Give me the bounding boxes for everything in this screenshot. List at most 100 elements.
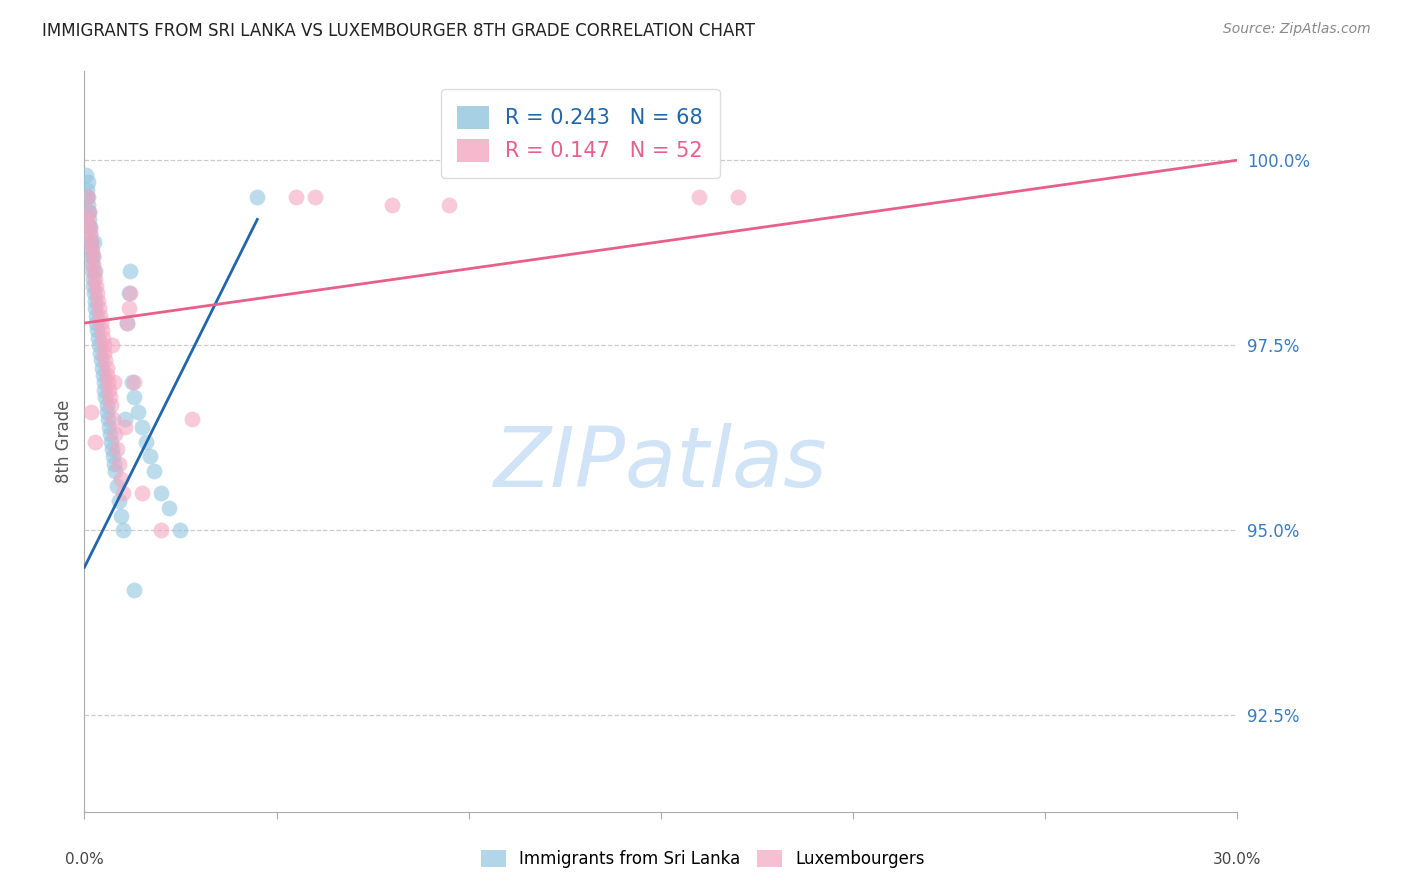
Point (84, 279, 107, 293)
Point (82, 279, 104, 293)
Point (77, 205, 100, 219)
Point (103, 450, 124, 464)
Point (124, 582, 146, 597)
Point (97, 376, 120, 390)
Point (97, 412, 120, 426)
Point (157, 501, 180, 516)
Point (83, 286, 105, 301)
Point (121, 376, 143, 390)
Point (100, 427, 122, 442)
Point (103, 412, 124, 426)
Point (84, 301, 107, 316)
Point (76, 212, 98, 227)
Point (79, 219, 101, 234)
Point (100, 434, 122, 449)
Point (90, 360, 112, 375)
Point (96, 398, 118, 412)
Point (79, 227, 101, 242)
Text: Source: ZipAtlas.com: Source: ZipAtlas.com (1223, 22, 1371, 37)
Point (114, 419, 136, 434)
Point (114, 412, 136, 426)
Point (91, 368, 114, 382)
Point (87, 331, 110, 345)
Point (83, 264, 105, 278)
Point (84, 316, 107, 330)
Point (105, 479, 128, 493)
Point (131, 419, 153, 434)
Point (82, 271, 104, 285)
Point (127, 405, 149, 419)
Point (110, 508, 132, 523)
Point (138, 450, 160, 464)
Point (93, 345, 115, 359)
Point (101, 338, 124, 352)
Point (89, 309, 111, 323)
Point (83, 235, 105, 249)
Point (79, 235, 101, 249)
Point (96, 360, 118, 375)
Point (111, 486, 134, 500)
Point (90, 324, 112, 338)
Text: 0.0%: 0.0% (65, 853, 104, 867)
Point (381, 197, 404, 211)
Point (83, 434, 105, 449)
Point (77, 176, 100, 190)
Point (80, 257, 103, 271)
Point (86, 324, 108, 338)
Point (101, 442, 124, 456)
Point (100, 398, 122, 412)
Point (120, 286, 142, 301)
Point (304, 190, 326, 204)
Point (80, 235, 103, 249)
Point (93, 376, 115, 390)
Point (76, 190, 98, 204)
Legend: R = 0.243   N = 68, R = 0.147   N = 52: R = 0.243 N = 68, R = 0.147 N = 52 (440, 89, 720, 178)
Point (87, 301, 110, 316)
Point (76, 190, 98, 204)
Point (169, 524, 191, 538)
Point (83, 264, 105, 278)
Point (76, 205, 98, 219)
Point (80, 250, 103, 264)
Point (89, 353, 111, 368)
Point (103, 457, 125, 471)
Point (94, 353, 117, 368)
Point (79, 227, 101, 242)
Point (181, 412, 204, 426)
Point (439, 197, 461, 211)
Point (110, 472, 132, 486)
Point (108, 457, 131, 471)
Point (100, 390, 122, 404)
Point (84, 309, 107, 323)
Point (150, 486, 173, 500)
Point (120, 264, 142, 278)
Point (80, 264, 103, 278)
Point (93, 383, 115, 397)
Text: IMMIGRANTS FROM SRI LANKA VS LUXEMBOURGER 8TH GRADE CORRELATION CHART: IMMIGRANTS FROM SRI LANKA VS LUXEMBOURGE… (42, 22, 755, 40)
Point (96, 368, 118, 382)
Point (284, 190, 307, 204)
Point (89, 316, 111, 330)
Point (82, 250, 104, 264)
Point (93, 338, 115, 352)
Point (98, 419, 121, 434)
Point (77, 190, 100, 204)
Point (117, 301, 139, 316)
Point (76, 183, 98, 197)
Point (104, 464, 127, 478)
Point (688, 190, 710, 204)
Text: ZIPatlas: ZIPatlas (494, 423, 828, 504)
Point (86, 286, 108, 301)
Point (96, 405, 118, 419)
Point (94, 390, 117, 404)
Point (89, 345, 111, 359)
Point (131, 486, 153, 500)
Point (98, 383, 121, 397)
Point (87, 338, 110, 352)
Point (115, 316, 138, 330)
Point (79, 219, 101, 234)
Point (124, 390, 146, 404)
Point (84, 293, 107, 308)
Point (103, 376, 125, 390)
Point (87, 293, 110, 308)
